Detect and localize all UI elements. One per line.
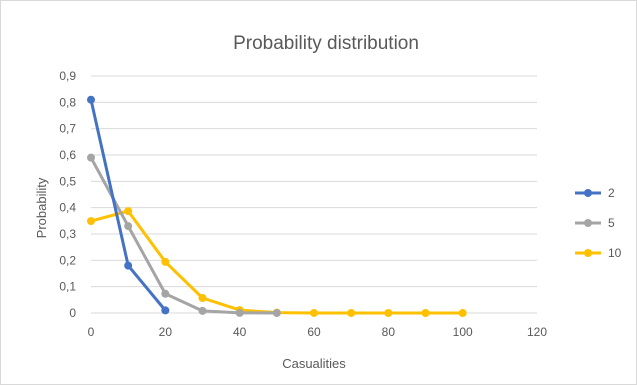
legend-label: 5 — [608, 216, 615, 230]
data-point — [87, 217, 95, 226]
data-point — [310, 308, 318, 317]
legend: 2 5 10 — [575, 186, 622, 260]
data-point — [87, 153, 95, 162]
data-point — [198, 306, 207, 315]
legend-swatch-marker — [584, 219, 592, 227]
y-axis-ticks: 0 0,1 0,2 0,3 0,4 0,5 0,6 0,7 0,8 0,9 — [59, 69, 76, 320]
y-tick-label: 0,4 — [59, 201, 76, 215]
y-tick-label: 0,3 — [59, 227, 76, 241]
data-point — [458, 309, 467, 317]
data-point — [161, 306, 170, 315]
y-tick-label: 0,5 — [59, 174, 76, 188]
data-point — [124, 207, 133, 216]
y-tick-label: 0,8 — [59, 95, 76, 109]
legend-label: 10 — [608, 246, 622, 260]
data-point — [384, 309, 393, 317]
data-point — [161, 257, 170, 266]
series-layer — [87, 95, 467, 317]
legend-item-5: 5 — [575, 216, 615, 230]
x-tick-label: 80 — [382, 325, 396, 339]
data-point — [87, 95, 95, 104]
y-tick-label: 0,2 — [59, 253, 76, 267]
chart-title: Probability distribution — [233, 33, 419, 54]
series-line-2 — [89, 98, 167, 312]
x-tick-label: 20 — [159, 325, 173, 339]
legend-item-2: 2 — [575, 186, 615, 200]
data-point — [124, 261, 133, 270]
series-10 — [87, 207, 467, 317]
x-axis-title: Casualities — [282, 356, 346, 371]
y-tick-label: 0,7 — [59, 122, 76, 136]
data-point — [272, 309, 281, 317]
legend-label: 2 — [608, 186, 615, 200]
x-tick-label: 60 — [307, 325, 321, 339]
data-point — [421, 309, 430, 317]
x-tick-label: 0 — [88, 325, 95, 339]
x-tick-label: 100 — [453, 325, 473, 339]
series-2 — [87, 95, 170, 315]
data-point — [124, 222, 133, 231]
x-tick-label: 120 — [527, 325, 547, 339]
data-point — [235, 308, 244, 317]
x-tick-label: 40 — [233, 325, 247, 339]
data-point — [198, 293, 207, 302]
data-point — [161, 289, 170, 298]
legend-swatch-marker — [584, 189, 592, 197]
legend-swatch-marker — [584, 249, 592, 257]
y-tick-label: 0,9 — [59, 69, 76, 83]
y-tick-label: 0,1 — [59, 280, 76, 294]
x-axis-ticks: 0 20 40 60 80 100 120 — [88, 325, 548, 339]
y-tick-label: 0,6 — [59, 148, 76, 162]
legend-item-10: 10 — [575, 246, 622, 260]
series-line-5 — [89, 156, 279, 315]
y-axis-title: Probability — [34, 177, 49, 238]
data-point — [347, 309, 356, 317]
series-5 — [87, 153, 281, 317]
y-tick-label: 0 — [69, 306, 76, 320]
